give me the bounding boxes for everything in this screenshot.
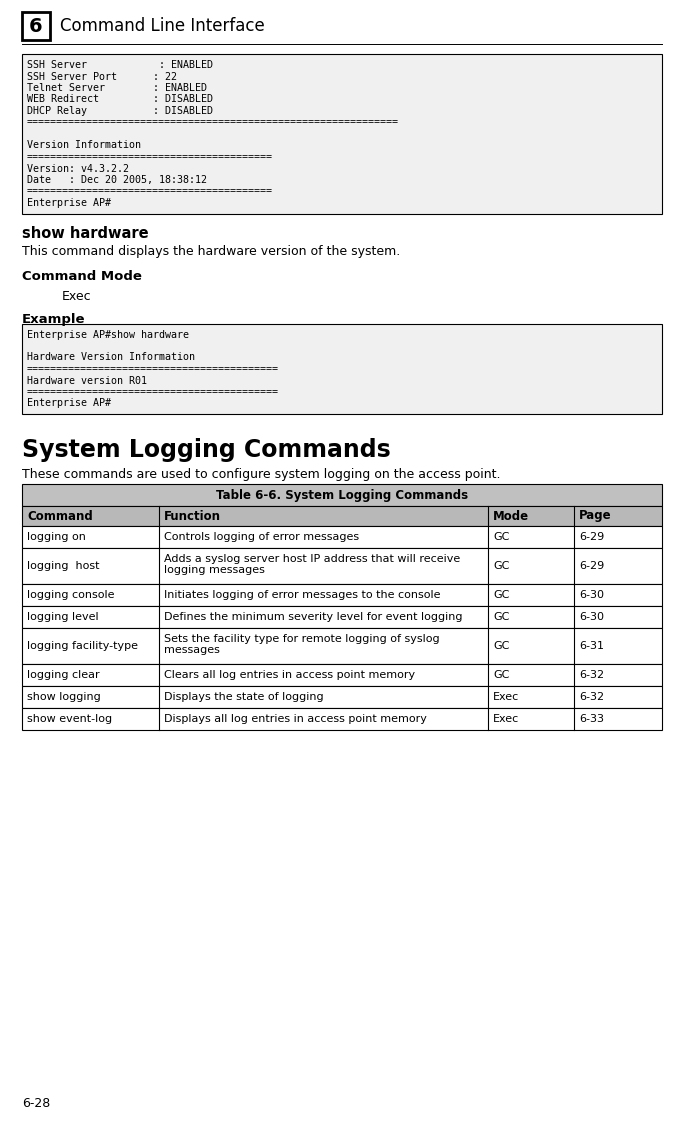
Text: Clears all log entries in access point memory: Clears all log entries in access point m… (164, 670, 415, 680)
Text: 6-30: 6-30 (579, 590, 604, 600)
Text: Initiates logging of error messages to the console: Initiates logging of error messages to t… (164, 590, 440, 600)
Bar (22, 584, 662, 606)
Text: GC: GC (493, 641, 510, 651)
Text: 6-29: 6-29 (579, 532, 604, 541)
Bar (22, 628, 662, 664)
Bar (22, 664, 662, 686)
Text: Page: Page (579, 510, 611, 522)
Text: GC: GC (493, 590, 510, 600)
Text: Displays all log entries in access point memory: Displays all log entries in access point… (164, 714, 427, 724)
Text: Enterprise AP#: Enterprise AP# (27, 398, 111, 408)
Text: Table 6-6. System Logging Commands: Table 6-6. System Logging Commands (216, 488, 468, 502)
Text: 6-32: 6-32 (579, 691, 604, 702)
Text: Sets the facility type for remote logging of syslog: Sets the facility type for remote loggin… (164, 634, 440, 644)
Text: Adds a syslog server host IP address that will receive: Adds a syslog server host IP address tha… (164, 554, 460, 564)
Text: show event-log: show event-log (27, 714, 112, 724)
Bar (22, 324, 662, 414)
Text: DHCP Relay           : DISABLED: DHCP Relay : DISABLED (27, 106, 213, 116)
Bar (22, 606, 662, 628)
Text: Version Information: Version Information (27, 141, 141, 150)
Text: Command Mode: Command Mode (22, 270, 142, 282)
Text: Exec: Exec (62, 290, 92, 302)
Text: Displays the state of logging: Displays the state of logging (164, 691, 324, 702)
Text: 6-31: 6-31 (579, 641, 604, 651)
Text: Mode: Mode (493, 510, 529, 522)
Bar (22, 686, 662, 708)
Text: logging console: logging console (27, 590, 114, 600)
Text: GC: GC (493, 613, 510, 622)
Text: GC: GC (493, 670, 510, 680)
Text: Version: v4.3.2.2: Version: v4.3.2.2 (27, 164, 129, 174)
Text: Function: Function (164, 510, 221, 522)
Text: WEB Redirect         : DISABLED: WEB Redirect : DISABLED (27, 95, 213, 105)
Text: messages: messages (164, 645, 220, 655)
Text: Command Line Interface: Command Line Interface (60, 17, 265, 35)
Bar (22, 548, 662, 584)
Text: logging facility-type: logging facility-type (27, 641, 138, 651)
Text: GC: GC (493, 532, 510, 541)
Text: Enterprise AP#: Enterprise AP# (27, 199, 111, 208)
Text: Hardware version R01: Hardware version R01 (27, 376, 147, 386)
Text: 6-32: 6-32 (579, 670, 604, 680)
Bar (22, 708, 662, 730)
Text: =========================================: ========================================… (27, 186, 273, 196)
Text: Defines the minimum severity level for event logging: Defines the minimum severity level for e… (164, 613, 462, 622)
Bar (22, 12, 50, 39)
Text: ==========================================: ========================================… (27, 387, 279, 397)
Bar (22, 526, 662, 548)
Text: Telnet Server        : ENABLED: Telnet Server : ENABLED (27, 83, 207, 92)
Text: 6: 6 (29, 17, 43, 35)
Text: SSH Server Port      : 22: SSH Server Port : 22 (27, 71, 177, 81)
Text: Exec: Exec (493, 691, 519, 702)
Text: Hardware Version Information: Hardware Version Information (27, 352, 195, 362)
Bar (22, 54, 662, 213)
Text: ==============================================================: ========================================… (27, 117, 399, 127)
Bar (22, 484, 662, 506)
Text: logging messages: logging messages (164, 565, 265, 575)
Text: show hardware: show hardware (22, 226, 148, 240)
Text: Date   : Dec 20 2005, 18:38:12: Date : Dec 20 2005, 18:38:12 (27, 175, 207, 185)
Text: 6-28: 6-28 (22, 1098, 50, 1110)
Text: 6-29: 6-29 (579, 561, 604, 571)
Text: 6-33: 6-33 (579, 714, 604, 724)
Text: This command displays the hardware version of the system.: This command displays the hardware versi… (22, 246, 400, 258)
Text: Exec: Exec (493, 714, 519, 724)
Text: logging clear: logging clear (27, 670, 100, 680)
Text: Controls logging of error messages: Controls logging of error messages (164, 532, 359, 541)
Text: These commands are used to configure system logging on the access point.: These commands are used to configure sys… (22, 468, 501, 481)
Text: Command: Command (27, 510, 93, 522)
Text: logging level: logging level (27, 613, 98, 622)
Text: Enterprise AP#show hardware: Enterprise AP#show hardware (27, 329, 189, 340)
Text: System Logging Commands: System Logging Commands (22, 438, 391, 462)
Text: =========================================: ========================================… (27, 152, 273, 162)
Text: show logging: show logging (27, 691, 101, 702)
Text: Example: Example (22, 314, 86, 326)
Text: logging  host: logging host (27, 561, 99, 571)
Text: 6-30: 6-30 (579, 613, 604, 622)
Text: GC: GC (493, 561, 510, 571)
Text: logging on: logging on (27, 532, 86, 541)
Text: SSH Server            : ENABLED: SSH Server : ENABLED (27, 60, 213, 70)
Text: ==========================================: ========================================… (27, 364, 279, 374)
Bar (22, 506, 662, 526)
